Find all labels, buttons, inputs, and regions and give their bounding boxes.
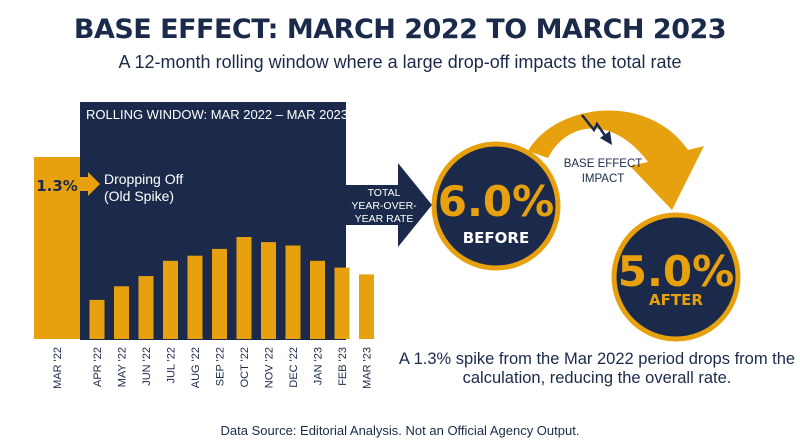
rolling-window-header xyxy=(80,102,346,125)
bar-mar-22 xyxy=(34,157,80,339)
bar-jan-23 xyxy=(310,260,325,339)
bar-apr-22 xyxy=(89,299,105,339)
data-source: Data Source: Editorial Analysis. Not an … xyxy=(220,423,580,438)
x-tick-label: OCT '22 xyxy=(239,347,251,387)
bar-nov-22 xyxy=(261,242,276,339)
arrow-label-line1: TOTAL xyxy=(368,187,401,199)
impact-curve-arrow-icon xyxy=(528,110,704,210)
bar-aug-22 xyxy=(187,255,203,339)
explanation-note: A 1.3% spike from the Mar 2022 period dr… xyxy=(398,350,796,387)
x-tick-label: JUL '22 xyxy=(166,347,178,384)
x-tick-label: JAN '23 xyxy=(313,347,325,385)
x-tick-label: MAR '23 xyxy=(362,347,374,389)
x-tick-label: SEP '22 xyxy=(215,347,227,386)
arrow-label-line2: YEAR-OVER- xyxy=(351,200,417,212)
x-tick-label: AUG '22 xyxy=(190,347,202,388)
zigzag-arrowhead-icon xyxy=(600,131,612,145)
before-value: 6.0% xyxy=(438,177,554,226)
after-value: 5.0% xyxy=(618,247,734,296)
bar-jun-22 xyxy=(138,276,154,339)
drop-arrow-icon xyxy=(80,172,100,196)
bar-oct-22 xyxy=(236,237,252,339)
x-tick-label: MAR '22 xyxy=(52,347,64,389)
impact-label-line2: IMPACT xyxy=(582,173,625,185)
x-tick-label: JUN '22 xyxy=(141,347,153,386)
bar-feb-23 xyxy=(334,267,350,339)
dropping-off-label: Dropping Off xyxy=(104,171,183,187)
x-tick-label: FEB '23 xyxy=(337,347,349,386)
total-rate-arrow-icon xyxy=(342,163,432,247)
bar-may-22 xyxy=(114,286,129,339)
bar-jul-22 xyxy=(163,260,178,339)
chart-subtitle: A 12-month rolling window where a large … xyxy=(118,52,682,72)
x-tick-labels: MAR '22 APR '22 MAY '22 JUN '22 JUL '22 AUG '… xyxy=(52,347,374,389)
zigzag-down-icon xyxy=(581,114,608,138)
arrow-label-line3: YEAR RATE xyxy=(355,213,414,225)
bars-group xyxy=(34,157,374,339)
x-tick-label: APR '22 xyxy=(92,347,104,387)
old-spike-label: (Old Spike) xyxy=(104,188,174,204)
rolling-window-label: ROLLING WINDOW: MAR 2022 – MAR 2023 xyxy=(86,107,348,122)
after-label: AFTER xyxy=(649,291,703,309)
bar-dec-22 xyxy=(285,245,301,339)
x-tick-label: MAY '22 xyxy=(117,347,129,387)
bar-sep-22 xyxy=(212,248,227,339)
before-label: BEFORE xyxy=(463,229,529,247)
x-tick-label: NOV '22 xyxy=(264,347,276,388)
before-circle xyxy=(431,141,561,271)
after-circle xyxy=(611,212,741,342)
chart-title: BASE EFFECT: MARCH 2022 TO MARCH 2023 xyxy=(73,14,727,45)
x-tick-label: DEC '22 xyxy=(288,347,300,388)
bar-mar-23 xyxy=(359,274,374,339)
spike-value-label: 1.3% xyxy=(36,177,78,195)
impact-label-line1: BASE EFFECT xyxy=(564,158,643,170)
